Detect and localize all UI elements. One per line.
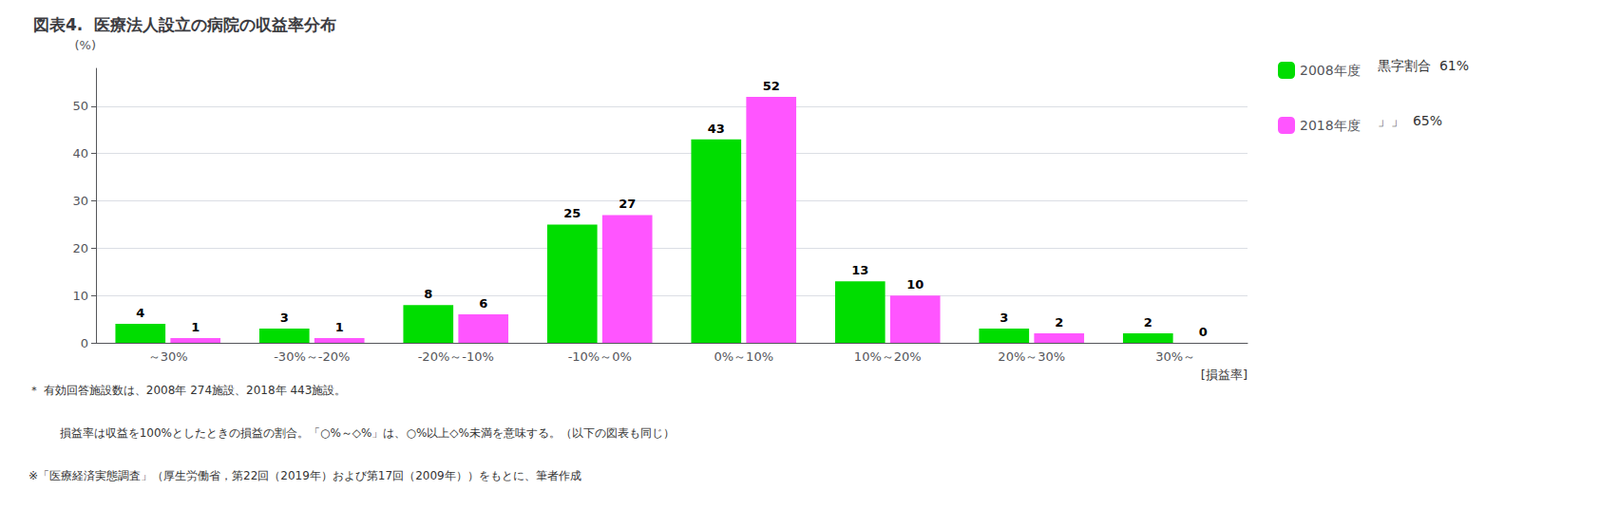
svg-text:0%～10%: 0%～10% [713,349,774,364]
svg-text:2008年度: 2008年度 [1299,62,1361,78]
svg-text:40: 40 [72,146,89,161]
svg-text:4: 4 [135,305,145,321]
svg-text:1: 1 [335,320,344,335]
svg-text:※「医療経済実態調査」（厚生労働省，第22回（2019年）お: ※「医療経済実態調査」（厚生労働省，第22回（2019年）および第17回（200… [28,469,582,483]
svg-text:2: 2 [1054,315,1064,330]
svg-text:30: 30 [72,193,89,209]
svg-text:20: 20 [72,241,89,256]
svg-text:3: 3 [280,310,289,325]
svg-text:10: 10 [72,288,89,304]
svg-text:黒字割合 61%: 黒字割合 61% [1377,57,1469,74]
svg-text:43: 43 [707,121,725,136]
svg-text:52: 52 [762,78,781,94]
svg-text:[損益率]: [損益率] [1200,367,1248,382]
svg-text:損益率は収益を100%としたときの損益の割合。「○%～◇%」: 損益率は収益を100%としたときの損益の割合。「○%～◇%」は、○%以上◇%未満… [52,426,675,440]
svg-text:20%～30%: 20%～30% [997,349,1066,364]
svg-text:8: 8 [423,286,433,302]
svg-text:6: 6 [478,296,488,311]
svg-text:2: 2 [1143,315,1153,330]
svg-text:2018年度: 2018年度 [1299,117,1361,134]
svg-text:＊ 有効回答施設数は、2008年 274施設、2018年 4: ＊ 有効回答施設数は、2008年 274施設、2018年 443施設。 [28,383,346,398]
svg-text:」」 65%: 」」 65% [1377,113,1443,129]
svg-text:1: 1 [190,320,200,335]
svg-text:50: 50 [72,98,89,114]
svg-text:13: 13 [851,263,869,278]
svg-text:図表4. 医療法人設立の病院の収益率分布: 図表4. 医療法人設立の病院の収益率分布 [33,15,337,35]
svg-text:25: 25 [563,206,581,221]
svg-text:0: 0 [1199,324,1208,340]
svg-text:-30%～-20%: -30%～-20% [273,349,350,364]
svg-text:～30%: ～30% [148,349,189,364]
svg-text:-20%～-10%: -20%～-10% [418,349,495,364]
svg-text:3: 3 [999,310,1009,325]
svg-text:10: 10 [906,277,924,292]
svg-text:30%～: 30%～ [1155,349,1196,364]
svg-text:(%): (%) [75,38,97,53]
svg-text:10%～20%: 10%～20% [854,349,922,364]
svg-text:0: 0 [80,336,89,351]
svg-text:-10%～0%: -10%～0% [568,349,632,364]
svg-text:27: 27 [618,196,636,211]
